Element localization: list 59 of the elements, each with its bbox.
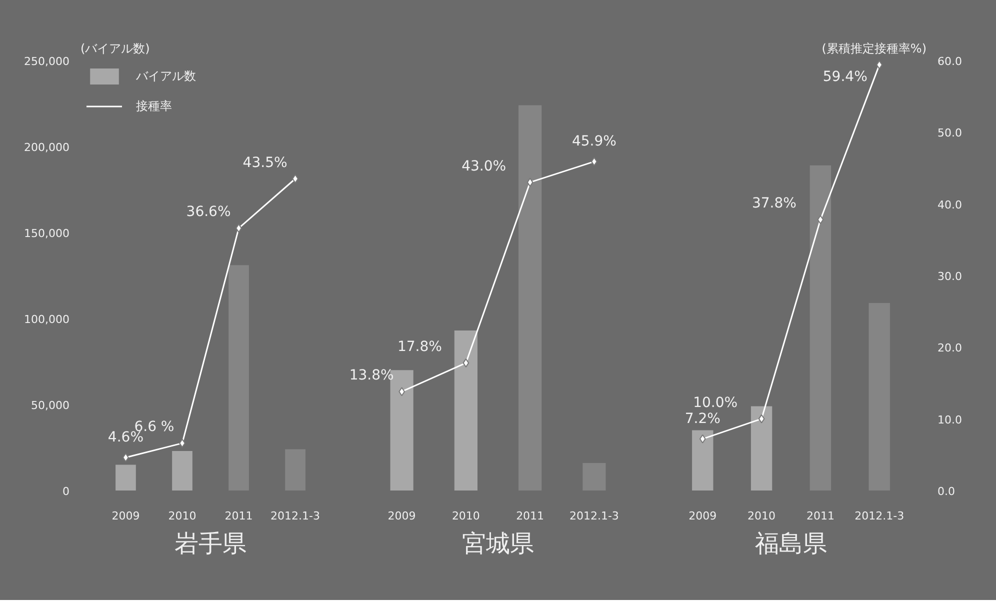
- x-tick-label: 2010: [452, 510, 480, 522]
- x-tick-label: 2009: [688, 510, 717, 522]
- point: [526, 178, 534, 187]
- bar: [116, 464, 136, 490]
- data-label: 59.4%: [822, 68, 868, 85]
- point: [758, 414, 765, 424]
- x-tick-label: 2010: [748, 510, 776, 522]
- y-axis-title: (バイアル数): [80, 42, 150, 56]
- bar: [750, 406, 772, 490]
- data-label: 45.9%: [572, 134, 616, 150]
- y-tick-label: 50,000: [31, 399, 70, 412]
- data-label: 7.2%: [684, 410, 720, 427]
- y-tick-label: 250,000: [24, 55, 70, 68]
- text: 福島県: [755, 530, 827, 558]
- bar: [454, 330, 478, 490]
- y-tick-label: 100,000: [24, 313, 70, 326]
- bar: [810, 165, 832, 490]
- bar: [692, 430, 714, 490]
- x-tick-label: 2011: [224, 510, 253, 522]
- y2-tick-label: 40.0: [938, 198, 962, 212]
- x-tick-label: 2011: [516, 510, 544, 522]
- data-label: 13.8%: [349, 368, 394, 384]
- bar: [285, 449, 306, 490]
- y2-tick-label: 60.0: [938, 55, 962, 68]
- bar: [228, 265, 249, 490]
- y-tick-label: 200,000: [24, 141, 70, 154]
- y-tick-label: 0: [62, 485, 70, 498]
- text: 宮城県: [462, 530, 534, 558]
- x-tick-label: 2012.1-3: [270, 510, 320, 522]
- bar: [172, 450, 192, 490]
- y2-tick-label: 10.0: [938, 413, 962, 426]
- x-tick-label: 2012.1-3: [854, 510, 904, 522]
- y2-tick-label: 30.0: [938, 270, 962, 283]
- data-label: 37.8%: [752, 196, 796, 212]
- x-tick-label: 2009: [112, 510, 140, 522]
- legend-label: バイアル数: [136, 68, 197, 84]
- point: [462, 358, 470, 368]
- y2-tick-label: 50.0: [938, 126, 962, 140]
- point: [699, 434, 706, 444]
- x-tick-label: 2011: [806, 510, 834, 522]
- bar: [582, 462, 606, 490]
- point: [876, 60, 883, 70]
- x-tick-label: 2010: [168, 510, 196, 522]
- y2-tick-label: 20.0: [938, 342, 962, 355]
- y-tick-label: 150,000: [24, 227, 70, 240]
- data-label: 43.0%: [462, 158, 506, 174]
- y2-tick-label: 0.0: [938, 485, 955, 498]
- bar: [518, 105, 542, 490]
- point: [817, 215, 824, 224]
- data-label: 43.5%: [242, 154, 288, 171]
- bar: [868, 303, 890, 490]
- x-tick-label: 2009: [388, 510, 416, 522]
- x-tick-label: 2012.1-3: [569, 510, 619, 522]
- legend-label: 接種率: [136, 98, 173, 114]
- data-label: 17.8%: [397, 338, 442, 355]
- data-label: 10.0%: [693, 394, 738, 411]
- y2-axis-title: (累積推定接種率%): [822, 42, 926, 56]
- text: 岩手県: [174, 530, 246, 558]
- data-label: 36.6%: [186, 204, 231, 220]
